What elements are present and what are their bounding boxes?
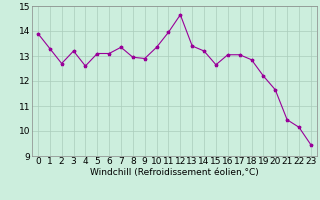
- X-axis label: Windchill (Refroidissement éolien,°C): Windchill (Refroidissement éolien,°C): [90, 168, 259, 177]
